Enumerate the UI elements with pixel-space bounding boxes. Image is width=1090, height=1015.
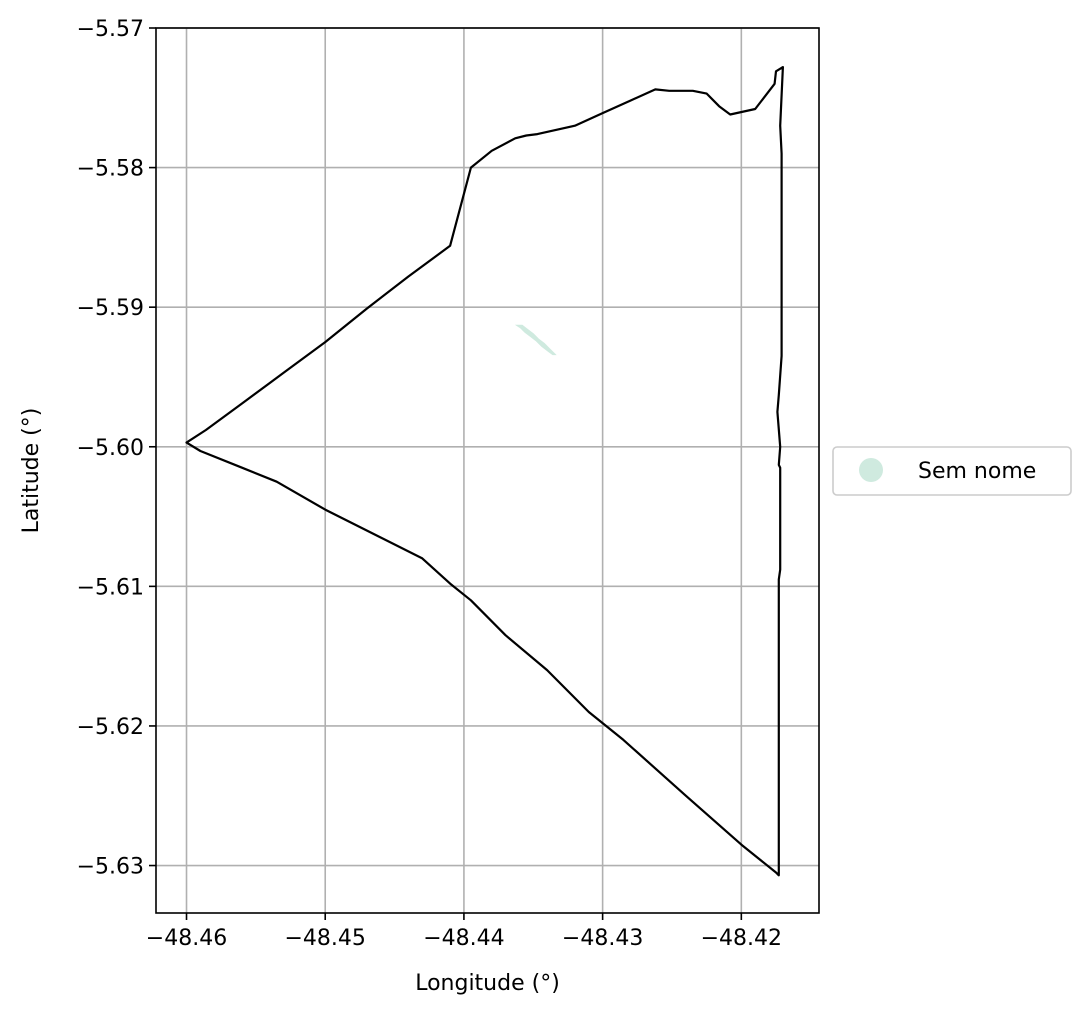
- x-axis-label: Longitude (°): [415, 971, 560, 996]
- x-tick-label: −48.46: [146, 926, 227, 951]
- grid-lines: [156, 27, 819, 913]
- feature-sem-nome: [514, 324, 557, 356]
- boundary-outline: [185, 65, 785, 877]
- x-axis-ticks: −48.46 −48.45 −48.44 −48.43 −48.42: [146, 913, 782, 951]
- y-tick-label: −5.57: [77, 17, 144, 42]
- x-tick-label: −48.43: [562, 926, 643, 951]
- legend-label: Sem nome: [918, 459, 1036, 484]
- y-tick-label: −5.61: [77, 575, 144, 600]
- legend-box: [832, 446, 1072, 496]
- legend: Sem nome: [832, 446, 1072, 496]
- legend-marker: [859, 458, 883, 482]
- plot-frame: [155, 27, 820, 914]
- x-tick-label: −48.45: [285, 926, 366, 951]
- x-tick-label: −48.42: [701, 926, 782, 951]
- y-tick-label: −5.59: [77, 296, 144, 321]
- y-axis-label: Latitude (°): [19, 408, 44, 534]
- y-tick-label: −5.58: [77, 157, 144, 182]
- y-axis-ticks: −5.57 −5.58 −5.59 −5.60 −5.61 −5.62 −5.63: [77, 17, 156, 880]
- x-tick-label: −48.44: [423, 926, 504, 951]
- y-tick-label: −5.60: [77, 436, 144, 461]
- y-tick-label: −5.62: [77, 715, 144, 740]
- map-features: [185, 65, 785, 877]
- y-tick-label: −5.63: [77, 855, 144, 880]
